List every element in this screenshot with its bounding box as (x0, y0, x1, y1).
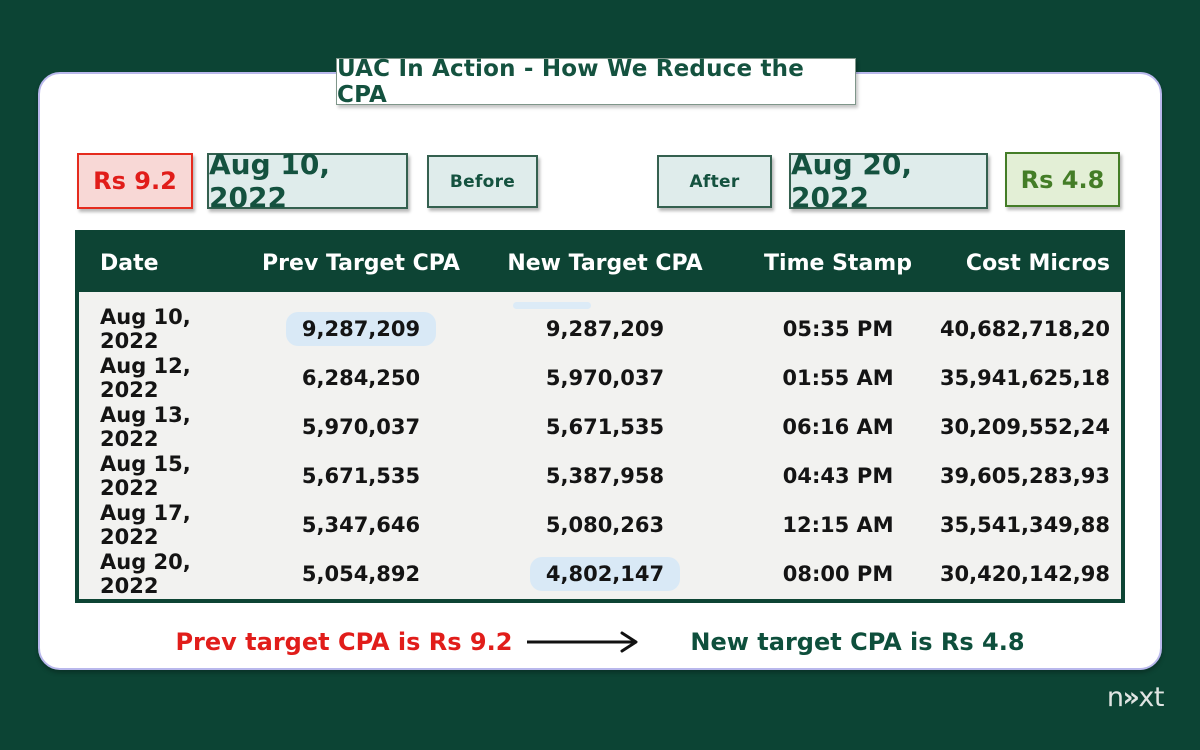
logo-chevron-icon: » (1122, 682, 1140, 713)
cell-prev-target-cpa: 5,054,892 (301, 562, 421, 587)
after-date: Aug 20, 2022 (791, 148, 912, 214)
cell-prev-target-cpa: 6,284,250 (301, 365, 421, 390)
header-cost-micros: Cost Micros (965, 250, 1110, 276)
cell-prev-target-cpa: 5,671,535 (301, 464, 421, 489)
table-row: Aug 15, 2022 5,671,535 5,387,958 04:43 P… (79, 452, 1121, 501)
highlight-artifact (513, 302, 591, 309)
nxt-logo: n»xt (1106, 682, 1165, 713)
cell-new-target-cpa: 5,970,037 (545, 365, 665, 390)
cell-cost-micros: 39,605,283,93 (939, 464, 1110, 489)
table-row: Aug 10, 2022 9,287,209 9,287,209 05:35 P… (79, 304, 1121, 353)
cell-new-target-cpa: 5,080,263 (545, 513, 665, 538)
cell-new-target-cpa: 4,802,147 (473, 557, 737, 592)
before-label-badge: Before (427, 155, 538, 208)
cell-cost-micros: 35,541,349,88 (939, 513, 1110, 538)
cell-new-target-cpa: 5,671,535 (545, 414, 665, 439)
new-cpa-value: Rs 4.8 (1020, 165, 1105, 194)
cell-cost-micros: 30,209,552,24 (939, 414, 1110, 439)
page-title: UAC In Action - How We Reduce the CPA (337, 55, 805, 108)
cell-new-target-cpa: 5,387,958 (545, 464, 665, 489)
cell-time-stamp: 12:15 AM (782, 513, 894, 538)
cpa-data-table: Date Prev Target CPA New Target CPA Time… (75, 230, 1125, 603)
cell-prev-target-cpa: 9,287,209 (249, 311, 473, 346)
after-label: After (689, 171, 740, 192)
cell-prev-target-cpa: 5,970,037 (301, 414, 421, 439)
cell-time-stamp: 04:43 PM (782, 464, 894, 489)
before-label: Before (449, 171, 516, 192)
cell-cost-micros: 40,682,718,20 (939, 316, 1110, 341)
new-cpa-note: New target CPA is Rs 4.8 (690, 628, 1025, 656)
table-row: Aug 20, 2022 5,054,892 4,802,147 08:00 P… (79, 550, 1121, 599)
table-row: Aug 17, 2022 5,347,646 5,080,263 12:15 A… (79, 501, 1121, 550)
title-banner: UAC In Action - How We Reduce the CPA (336, 55, 856, 108)
logo-text-n: n (1106, 682, 1124, 713)
logo-text-xt: xt (1138, 682, 1164, 713)
prev-cpa-note: Prev target CPA is Rs 9.2 (175, 628, 513, 656)
cell-date: Aug 17, 2022 (100, 501, 191, 550)
cell-date: Aug 12, 2022 (100, 353, 191, 402)
before-date: Aug 10, 2022 (209, 148, 330, 214)
cell-date: Aug 13, 2022 (100, 402, 191, 451)
header-date: Date (100, 250, 159, 276)
before-date-badge: Aug 10, 2022 (207, 148, 408, 214)
cell-date: Aug 10, 2022 (100, 304, 191, 353)
cell-time-stamp: 05:35 PM (782, 316, 894, 341)
cell-date: Aug 15, 2022 (100, 452, 191, 501)
header-prev-target-cpa: Prev Target CPA (262, 250, 460, 276)
cell-cost-micros: 30,420,142,98 (939, 562, 1110, 587)
cell-new-target-cpa: 9,287,209 (545, 316, 665, 341)
cpa-change-annotation: Prev target CPA is Rs 9.2 New target CPA… (0, 620, 1200, 664)
cell-time-stamp: 06:16 AM (782, 414, 894, 439)
table-row: Aug 13, 2022 5,970,037 5,671,535 06:16 A… (79, 402, 1121, 451)
cell-date: Aug 20, 2022 (100, 550, 191, 599)
after-date-badge: Aug 20, 2022 (789, 148, 988, 214)
table-body: Aug 10, 2022 9,287,209 9,287,209 05:35 P… (79, 292, 1121, 599)
table-header: Date Prev Target CPA New Target CPA Time… (79, 234, 1121, 292)
cell-time-stamp: 01:55 AM (782, 365, 894, 390)
header-time-stamp: Time Stamp (764, 250, 912, 276)
header-new-target-cpa: New Target CPA (507, 250, 703, 276)
after-label-badge: After (657, 155, 772, 208)
new-cpa-value-badge: Rs 4.8 (1005, 152, 1120, 207)
cell-cost-micros: 35,941,625,18 (939, 365, 1110, 390)
right-arrow-icon (526, 631, 644, 653)
cell-time-stamp: 08:00 PM (782, 562, 894, 587)
cell-prev-target-cpa: 5,347,646 (301, 513, 421, 538)
table-row: Aug 12, 2022 6,284,250 5,970,037 01:55 A… (79, 353, 1121, 402)
prev-cpa-value: Rs 9.2 (93, 167, 177, 195)
prev-cpa-value-badge: Rs 9.2 (77, 153, 193, 209)
